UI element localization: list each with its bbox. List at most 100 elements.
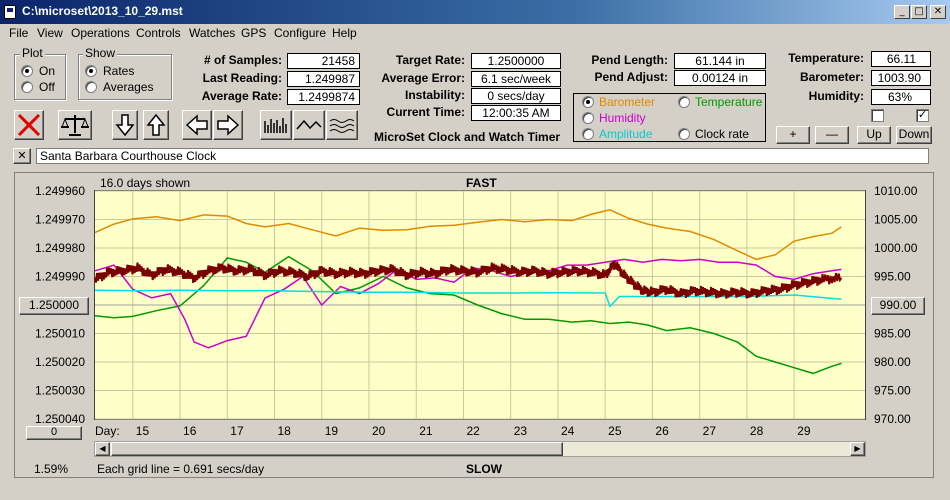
arrow-up-button[interactable] <box>143 110 169 140</box>
temperature-radio[interactable] <box>678 96 690 108</box>
amplitude-radio[interactable] <box>582 128 594 140</box>
scale-minus-button[interactable]: — <box>815 126 849 144</box>
plot-on-radio[interactable] <box>21 65 33 77</box>
left-tick-label: 1.249970 <box>35 213 85 227</box>
x-tick-label: 19 <box>325 424 339 438</box>
right-tick-label: 995.00 <box>874 270 911 284</box>
app-icon <box>4 5 16 19</box>
watch-name-field[interactable]: Santa Barbara Courthouse Clock <box>36 148 929 164</box>
minimize-button[interactable]: _ <box>894 5 910 19</box>
average-rate-label: Average Rate: <box>201 89 282 103</box>
histogram-view-button[interactable] <box>260 110 292 140</box>
average-view-button[interactable] <box>326 110 358 140</box>
temperature-label: Temperature: <box>788 51 864 65</box>
pend-length-label: Pend Length: <box>591 53 668 67</box>
right-tick-label: 1005.00 <box>874 213 918 227</box>
x-tick-label: 16 <box>183 424 197 438</box>
menu-view[interactable]: View <box>37 26 63 40</box>
arrow-right-button[interactable] <box>213 110 243 140</box>
clock-rate-radio[interactable] <box>678 128 690 140</box>
current-time-label: Current Time: <box>386 105 465 119</box>
zoom-value-button[interactable]: 0 <box>26 426 82 440</box>
plot-off-radio[interactable] <box>21 81 33 93</box>
histogram-icon <box>264 118 287 133</box>
x-tick-label: 29 <box>797 424 811 438</box>
arrow-up-icon <box>146 113 166 136</box>
x-tick-label: 18 <box>278 424 292 438</box>
option-checkbox-1[interactable] <box>871 109 884 122</box>
menu-configure[interactable]: Configure <box>274 26 327 40</box>
temperature-field: 66.11 <box>871 51 931 67</box>
barometer-radio[interactable] <box>582 96 594 108</box>
series-barometer <box>94 209 842 261</box>
clock-rate-option: Clock rate <box>695 127 750 141</box>
current-time-field: 12:00:35 AM <box>471 105 561 121</box>
menu-help[interactable]: Help <box>332 26 357 40</box>
x-tick-label: 27 <box>703 424 717 438</box>
menu-controls[interactable]: Controls <box>136 26 181 40</box>
arrow-left-button[interactable] <box>182 110 212 140</box>
arrow-down-button[interactable] <box>112 110 138 140</box>
option-checkbox-2[interactable]: ✓ <box>916 109 929 122</box>
barometer-field: 1003.90 <box>871 70 931 86</box>
scale-down-button[interactable]: Down <box>896 126 932 144</box>
stop-button[interactable] <box>14 110 44 140</box>
title-bar[interactable]: C:\microset\2013_10_29.mst _ □ ✕ <box>0 0 950 24</box>
humidity-radio[interactable] <box>582 112 594 124</box>
clear-watch-button[interactable]: ✕ <box>13 148 31 164</box>
x-tick-label: 17 <box>230 424 244 438</box>
show-group-title: Show <box>83 46 118 60</box>
x-tick-label: 15 <box>136 424 150 438</box>
scroll-right-button[interactable]: ▶ <box>850 442 865 456</box>
line-graph-icon <box>296 119 322 130</box>
maximize-button[interactable]: □ <box>911 5 927 19</box>
series-temperature <box>94 255 842 375</box>
scale-up-button[interactable]: Up <box>857 126 891 144</box>
close-button[interactable]: ✕ <box>930 5 946 19</box>
arrow-down-icon <box>115 114 135 137</box>
last-reading-field: 1.249987 <box>287 71 360 87</box>
series-clock-rate <box>94 260 843 299</box>
show-rates-radio[interactable] <box>85 65 97 77</box>
balance-button[interactable] <box>58 110 92 140</box>
slow-label: SLOW <box>466 462 502 476</box>
right-tick-label: 985.00 <box>874 327 911 341</box>
menu-operations[interactable]: Operations <box>71 26 130 40</box>
scroll-left-button[interactable]: ◀ <box>95 442 110 456</box>
horizontal-scrollbar[interactable]: ◀ ▶ <box>94 441 866 457</box>
average-rate-field: 1.2499874 <box>287 89 360 105</box>
balance-scale-icon <box>61 115 89 136</box>
left-tick-label: 1.250020 <box>35 355 85 369</box>
right-center-button[interactable]: 990.00 <box>871 297 925 315</box>
percent-label: 1.59% <box>34 462 69 476</box>
show-averages-label: Averages <box>103 80 154 94</box>
scroll-thumb[interactable] <box>111 442 563 456</box>
amplitude-option: Amplitude <box>599 127 653 141</box>
menu-file[interactable]: File <box>9 26 29 40</box>
x-tick-label: 24 <box>561 424 575 438</box>
line-view-button[interactable] <box>293 110 325 140</box>
show-averages-radio[interactable] <box>85 81 97 93</box>
window-title: C:\microset\2013_10_29.mst <box>22 4 183 18</box>
temperature-option: Temperature <box>695 95 763 109</box>
menu-gps[interactable]: GPS <box>241 26 267 40</box>
x-tick-label: 20 <box>372 424 386 438</box>
pend-length-field[interactable]: 61.144 in <box>674 53 766 69</box>
menu-watches[interactable]: Watches <box>189 26 236 40</box>
left-center-button[interactable]: 1.250000 <box>19 297 89 315</box>
series-amplitude <box>94 289 842 308</box>
scale-plus-button[interactable]: + <box>776 126 810 144</box>
red-x-icon <box>17 113 41 137</box>
left-tick-label: 1.249960 <box>35 184 85 198</box>
left-tick-label: 1.250010 <box>35 327 85 341</box>
target-rate-field[interactable]: 1.2500000 <box>471 53 561 69</box>
barometer-label: Barometer: <box>799 70 864 84</box>
x-tick-label: 28 <box>750 424 764 438</box>
instability-label: Instability: <box>404 88 465 102</box>
humidity-field: 63% <box>871 89 931 105</box>
samples-label: # of Samples: <box>203 53 282 67</box>
samples-field: 21458 <box>287 53 360 69</box>
humidity-option: Humidity <box>599 111 646 125</box>
right-tick-label: 1000.00 <box>874 241 918 255</box>
